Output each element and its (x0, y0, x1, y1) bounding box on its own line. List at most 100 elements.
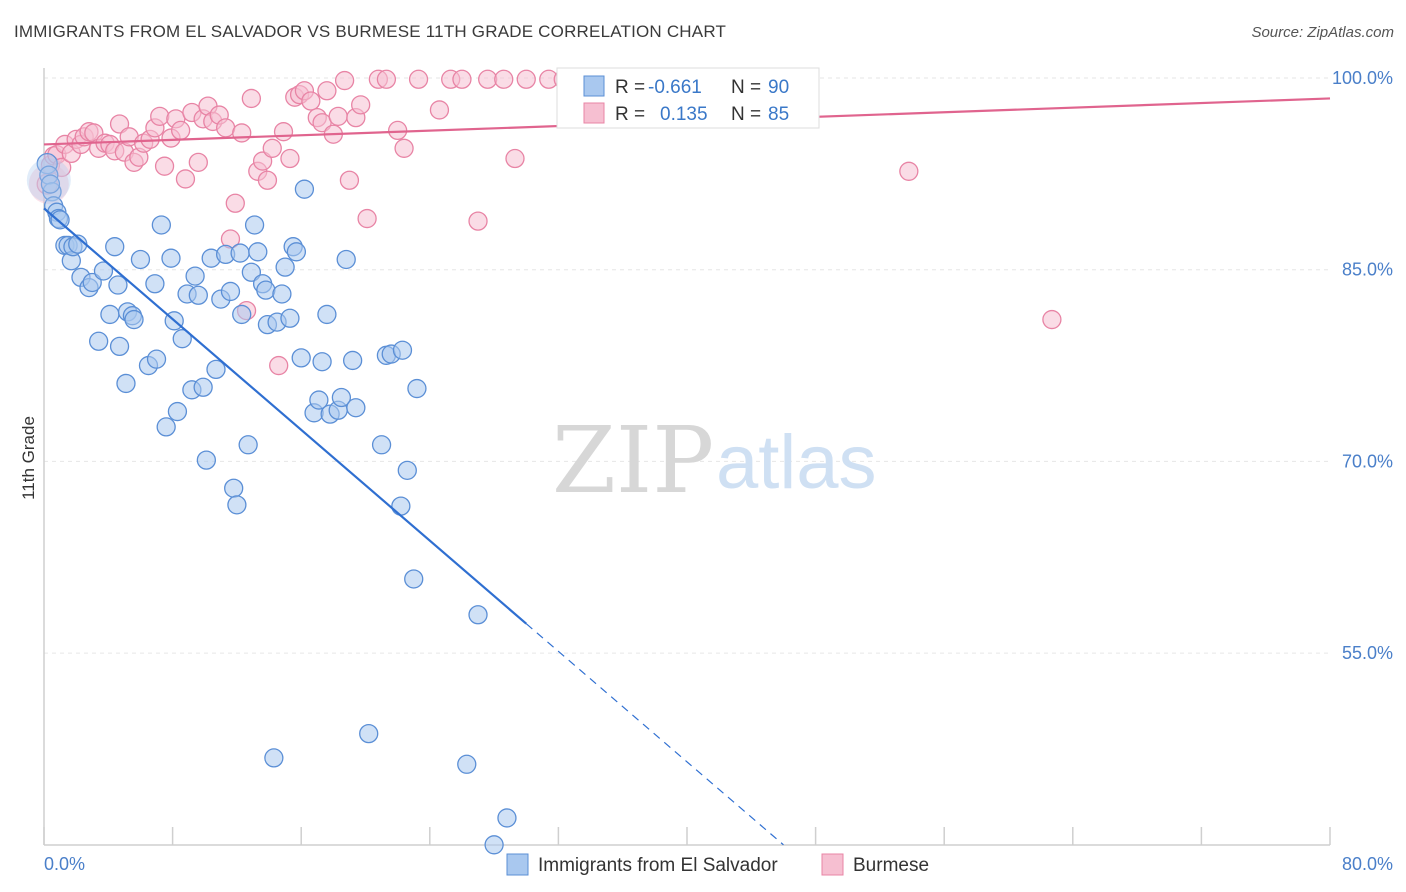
burmese-point (478, 69, 498, 89)
burmese-point (394, 138, 414, 158)
el-salvador-point (272, 284, 292, 304)
el-salvador-point (130, 249, 151, 270)
el-salvador-point (220, 281, 241, 302)
burmese-point (262, 138, 282, 158)
burmese-point (357, 208, 377, 229)
y-tick-label: 55.0% (1342, 643, 1393, 663)
series-legend-swatch-pink (821, 853, 844, 876)
burmese-point (280, 148, 300, 169)
burmese-point (301, 91, 321, 111)
el-salvador-point (404, 569, 424, 589)
el-salvador-point (331, 387, 352, 408)
el-salvador-point (146, 349, 167, 369)
el-salvador-point (206, 359, 226, 380)
el-salvador-point (407, 378, 427, 399)
watermark-zip: ZIP (552, 407, 714, 514)
burmese-point (215, 118, 236, 138)
el-salvador-point (286, 242, 307, 262)
el-salvador-point (248, 242, 268, 262)
el-salvador-point (280, 308, 300, 328)
burmese-point (516, 69, 536, 89)
burmese-point (452, 69, 472, 89)
y-axis-label: 11th Grade (19, 416, 38, 500)
el-salvador-point (196, 450, 217, 470)
el-salvador-point (224, 478, 244, 498)
el-salvador-point (40, 174, 61, 194)
el-salvador-point (468, 605, 488, 625)
burmese-point (1042, 309, 1062, 330)
chart-title: IMMIGRANTS FROM EL SALVADOR VS BURMESE 1… (14, 22, 727, 41)
x-ticks (43, 827, 1331, 845)
burmese-point (317, 81, 337, 101)
stats-legend: R = -0.661 N = 90 R = 0.135 N = 85 (556, 67, 820, 129)
burmese-point (351, 95, 371, 115)
burmese-point (376, 69, 397, 89)
el-salvador-point-cluster (26, 158, 71, 203)
burmese-point (334, 70, 355, 91)
el-salvador-point (397, 460, 417, 480)
el-salvador-point (151, 215, 171, 235)
y-tick-labels: 100.0% 85.0% 70.0% 55.0% (1332, 68, 1393, 663)
burmese-point (899, 161, 919, 181)
el-salvador-point (392, 340, 413, 360)
burmese-point (170, 120, 191, 141)
el-salvador-point (50, 210, 70, 230)
el-salvador-point (93, 261, 114, 281)
source-credit: Source: ZipAtlas.com (1251, 24, 1394, 41)
legend-r-label-blue: R = (615, 77, 645, 98)
el-salvador-point (188, 285, 208, 305)
burmese-point (257, 170, 278, 190)
el-salvador-points (26, 152, 517, 855)
el-salvador-point (457, 754, 477, 774)
el-salvador-point (309, 390, 329, 410)
el-salvador-point (116, 373, 136, 394)
series-legend-label-pink: Burmese (853, 855, 929, 876)
burmese-point (252, 151, 273, 171)
burmese-point (387, 120, 408, 141)
el-salvador-point (100, 304, 120, 325)
burmese-point (188, 152, 208, 172)
el-salvador-point (275, 257, 295, 277)
el-salvador-trend-extension (525, 623, 784, 846)
el-salvador-point (232, 304, 252, 325)
burmese-point (150, 106, 170, 126)
legend-n-label-pink: N = (731, 104, 761, 125)
el-salvador-trend-line (43, 207, 527, 625)
legend-r-label-pink: R = (615, 104, 645, 125)
el-salvador-point (371, 435, 392, 455)
gridlines (44, 77, 1330, 654)
y-tick-label: 70.0% (1342, 451, 1393, 471)
burmese-point (328, 106, 348, 126)
el-salvador-point (342, 350, 363, 371)
el-salvador-point (227, 495, 247, 515)
el-salvador-point (359, 723, 379, 744)
el-salvador-point (244, 215, 265, 235)
el-salvador-point (172, 329, 192, 349)
el-salvador-point (230, 243, 250, 263)
el-salvador-point (294, 179, 315, 199)
burmese-point (468, 211, 488, 231)
burmese-point (505, 148, 525, 169)
el-salvador-point (161, 248, 181, 268)
legend-n-value-blue: 90 (768, 77, 789, 98)
el-salvador-point (156, 417, 176, 437)
el-salvador-point (108, 275, 128, 295)
el-salvador-point (497, 808, 517, 828)
el-salvador-point (336, 249, 356, 270)
el-salvador-point (241, 262, 262, 282)
series-legend-swatch-blue (506, 853, 529, 876)
el-salvador-point (124, 309, 144, 330)
x-tick-label-min: 0.0% (44, 854, 85, 874)
el-salvador-point (193, 377, 213, 397)
y-tick-label: 100.0% (1332, 68, 1393, 88)
el-salvador-point (109, 336, 130, 357)
burmese-point (339, 170, 360, 190)
burmese-point (241, 88, 262, 109)
burmese-point (494, 69, 514, 89)
legend-n-value-pink: 85 (768, 104, 789, 125)
el-salvador-point (291, 348, 311, 368)
el-salvador-point (105, 237, 125, 257)
el-salvador-point (391, 496, 411, 516)
series-legend: Immigrants from El Salvador Burmese (506, 853, 929, 876)
